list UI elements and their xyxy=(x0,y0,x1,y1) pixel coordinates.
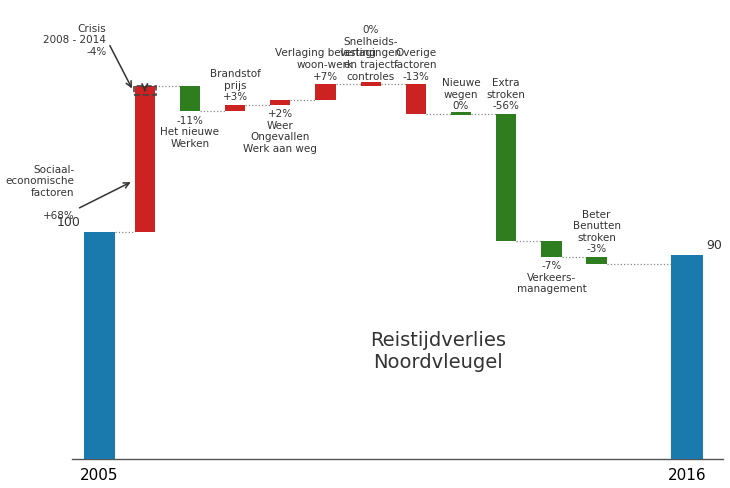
Text: Brandstof
prijs
+3%: Brandstof prijs +3% xyxy=(210,69,261,102)
Text: 0%
Snelheids-
verlagingen
en traject-
controles: 0% Snelheids- verlagingen en traject- co… xyxy=(339,25,402,81)
Bar xyxy=(84,232,115,459)
Bar xyxy=(315,85,336,101)
Bar xyxy=(406,85,426,114)
Text: Sociaal-
economische
factoren

+68%: Sociaal- economische factoren +68% xyxy=(6,164,74,221)
Bar xyxy=(270,101,291,105)
Bar xyxy=(451,113,471,116)
Bar xyxy=(541,242,561,257)
Bar xyxy=(586,257,607,264)
Text: Nieuwe
wegen
0%: Nieuwe wegen 0% xyxy=(442,78,480,111)
Text: Reistijdverlies
Noordvleugel: Reistijdverlies Noordvleugel xyxy=(370,330,507,371)
Text: -7%
Verkeers-
management: -7% Verkeers- management xyxy=(517,261,586,294)
Bar xyxy=(671,255,703,459)
Bar xyxy=(134,87,155,232)
Text: Beter
Benutten
stroken
-3%: Beter Benutten stroken -3% xyxy=(572,209,620,254)
Bar xyxy=(180,87,200,112)
Text: +2%
Weer
Ongevallen
Werk aan weg: +2% Weer Ongevallen Werk aan weg xyxy=(243,109,318,153)
Text: Overige
factoren
-13%: Overige factoren -13% xyxy=(394,48,437,81)
Bar xyxy=(496,114,516,242)
Bar xyxy=(361,83,381,87)
Text: Verlaging belasting
woon-werk
+7%: Verlaging belasting woon-werk +7% xyxy=(275,48,376,81)
Text: 100: 100 xyxy=(56,216,80,229)
Text: Crisis
2008 - 2014
-4%: Crisis 2008 - 2014 -4% xyxy=(44,24,107,57)
Bar xyxy=(225,105,245,112)
Text: 90: 90 xyxy=(707,239,722,252)
Text: -11%
Het nieuwe
Werken: -11% Het nieuwe Werken xyxy=(161,116,220,149)
Text: Extra
stroken
-56%: Extra stroken -56% xyxy=(487,78,526,111)
